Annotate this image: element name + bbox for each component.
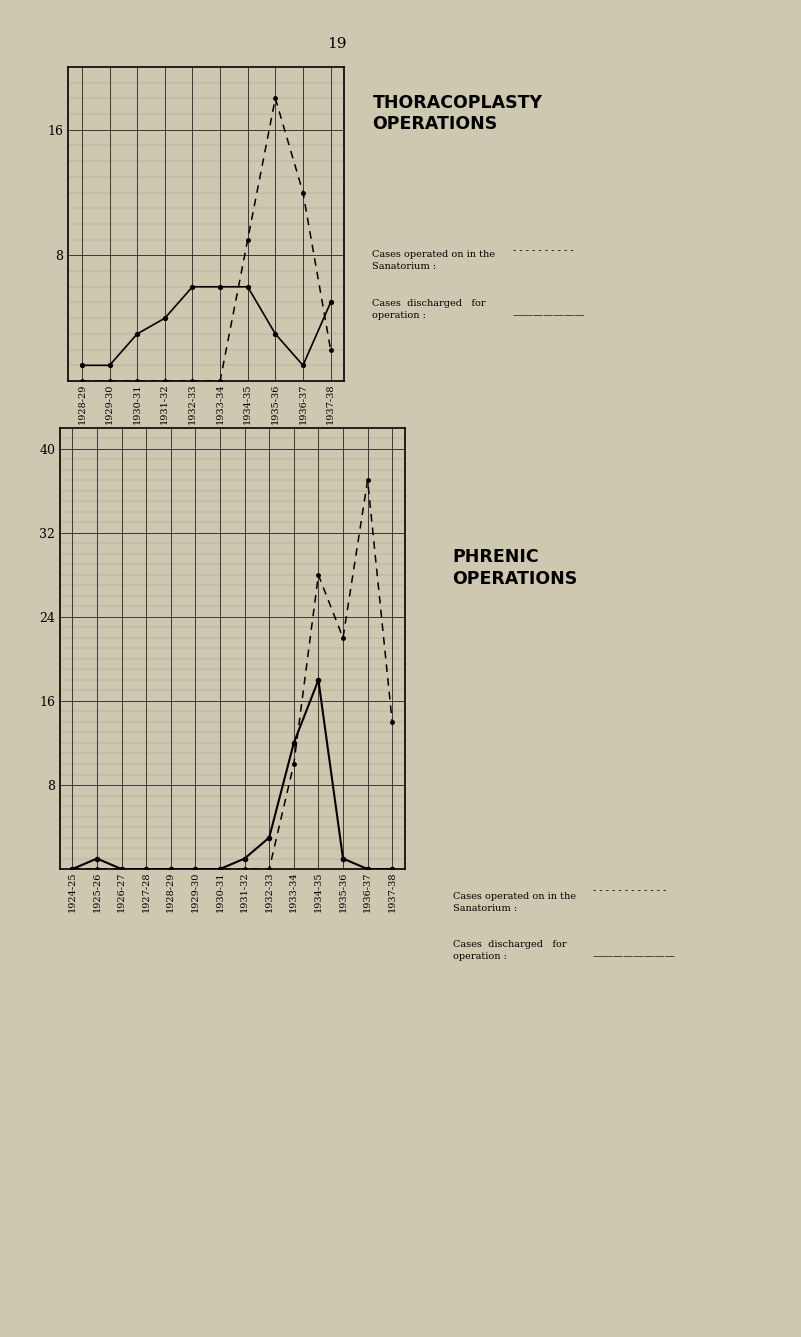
Text: THORACOPLASTY
OPERATIONS: THORACOPLASTY OPERATIONS — [372, 94, 542, 134]
Text: PHRENIC
OPERATIONS: PHRENIC OPERATIONS — [453, 548, 578, 588]
Text: ————————: ———————— — [593, 952, 676, 961]
Text: Cases operated on in the
Sanatorium :: Cases operated on in the Sanatorium : — [372, 250, 496, 271]
Text: 19: 19 — [327, 37, 346, 51]
Text: - - - - - - - - - - - -: - - - - - - - - - - - - — [593, 886, 666, 896]
Text: ———————: ——————— — [513, 312, 586, 321]
Text: Cases  discharged   for
operation :: Cases discharged for operation : — [372, 299, 486, 321]
Text: Cases operated on in the
Sanatorium :: Cases operated on in the Sanatorium : — [453, 892, 576, 913]
Text: Cases  discharged   for
operation :: Cases discharged for operation : — [453, 940, 566, 961]
Text: - - - - - - - - - -: - - - - - - - - - - — [513, 246, 574, 255]
